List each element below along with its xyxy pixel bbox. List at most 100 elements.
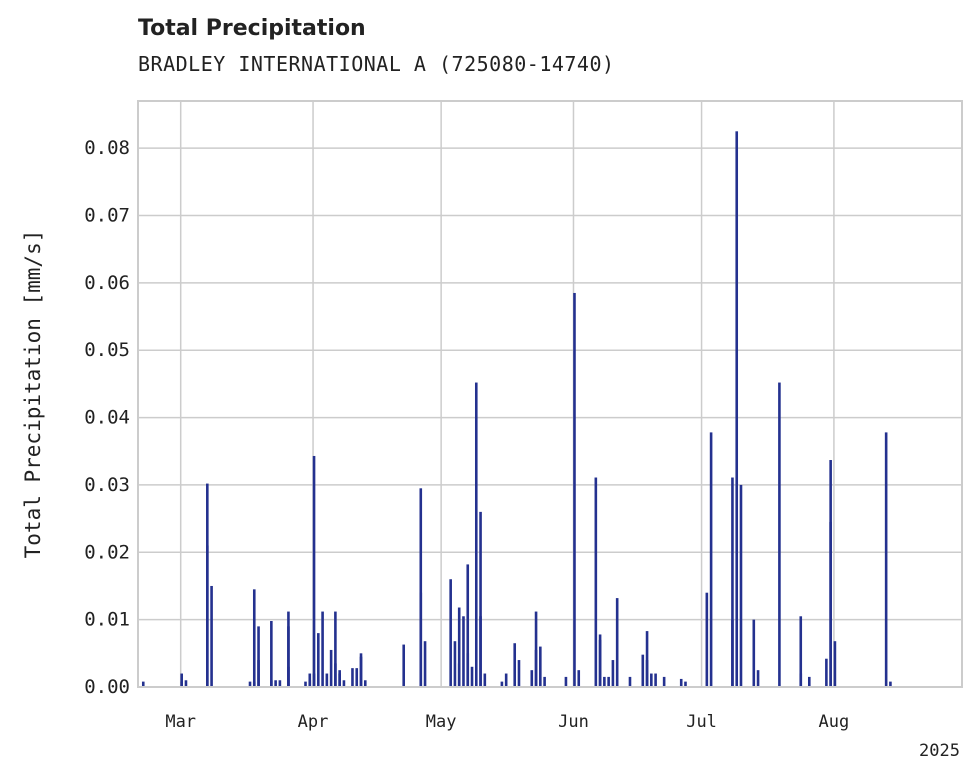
precip-bar <box>739 484 743 687</box>
precip-bar <box>141 681 145 687</box>
precip-bar <box>466 653 470 687</box>
y-axis-ticks: 0.00 0.01 0.02 0.03 0.04 0.05 0.06 0.07 0.08 <box>84 137 130 698</box>
x-tick-label: Apr <box>298 712 329 732</box>
precip-bar <box>829 521 832 687</box>
precip-bar <box>735 131 739 687</box>
precip-bar <box>684 681 687 687</box>
precip-bar <box>453 641 457 687</box>
precip-bar <box>654 673 657 687</box>
y-tick-label: 0.03 <box>84 474 130 496</box>
precip-bar <box>462 616 465 687</box>
precip-bar <box>257 626 260 687</box>
precip-bar <box>808 676 811 687</box>
precip-bar <box>778 382 781 687</box>
precip-bar <box>479 616 482 687</box>
y-tick-label: 0.02 <box>84 541 130 563</box>
precip-bar <box>539 646 542 687</box>
y-tick-label: 0.00 <box>84 676 130 698</box>
precip-bar <box>351 668 354 687</box>
precip-bar <box>662 676 666 687</box>
precip-bar <box>799 673 803 687</box>
precip-bar <box>423 641 427 687</box>
precip-bar <box>752 619 756 687</box>
precip-bar <box>402 644 406 687</box>
precip-bar <box>603 676 606 687</box>
bar-series <box>141 131 892 687</box>
precip-bar <box>329 649 333 687</box>
precip-bar <box>889 681 892 687</box>
precip-bar <box>517 660 521 687</box>
precip-bar <box>363 680 367 687</box>
precip-bar <box>641 654 645 687</box>
precip-bar <box>607 676 610 687</box>
precip-bar <box>543 676 546 687</box>
precip-bar <box>564 676 568 687</box>
plot-frame <box>137 100 963 688</box>
precip-bar <box>650 673 653 687</box>
y-axis-label: Total Precipitation [mm/s] <box>21 230 45 559</box>
precip-bar <box>180 673 183 687</box>
precip-bar <box>705 592 709 687</box>
x-tick-label: Jul <box>686 712 717 732</box>
precip-bar <box>756 670 760 687</box>
precip-bar <box>799 616 803 687</box>
x-axis-ticks: Mar Apr May Jun Jul Aug <box>165 712 849 732</box>
precip-bar <box>530 670 534 687</box>
precip-bar <box>615 598 619 687</box>
precip-bar <box>184 680 188 687</box>
precip-bar <box>359 653 363 687</box>
gridlines <box>138 101 962 688</box>
y-tick-label: 0.04 <box>84 407 130 429</box>
precip-bar <box>287 611 290 687</box>
precip-bar <box>321 611 324 687</box>
precip-bar <box>270 620 273 687</box>
precip-bar <box>304 681 307 687</box>
precip-bar <box>474 382 478 687</box>
y-tick-label: 0.07 <box>84 205 130 227</box>
precip-bar <box>679 678 683 687</box>
precip-bar <box>342 680 346 687</box>
precip-bar <box>731 477 734 687</box>
precip-bar <box>317 633 320 687</box>
precip-bar <box>248 681 252 687</box>
precip-bar <box>312 455 316 687</box>
precip-bar <box>257 660 260 687</box>
precip-bar <box>598 639 602 687</box>
precip-bar <box>206 483 209 687</box>
precip-bar <box>833 641 837 687</box>
y-tick-label: 0.06 <box>84 272 130 294</box>
precip-bar <box>483 673 487 687</box>
precip-bar <box>338 673 341 687</box>
precip-bar <box>334 663 337 687</box>
precip-bar <box>308 680 312 687</box>
precip-bar <box>470 666 474 687</box>
x-tick-label: Jun <box>558 712 589 732</box>
precip-bar <box>252 589 256 687</box>
precip-bar <box>500 681 504 687</box>
precip-bar <box>628 676 632 687</box>
precip-bar <box>466 564 470 687</box>
precip-bar <box>457 607 461 687</box>
precip-bar <box>884 432 888 687</box>
precip-bar <box>278 680 282 687</box>
x-tick-label: Aug <box>819 712 850 732</box>
precip-bar <box>513 643 517 687</box>
precip-bar <box>287 666 290 687</box>
precip-bar <box>210 585 213 687</box>
x-tick-label: May <box>426 712 457 732</box>
precip-bar <box>419 592 423 687</box>
precip-bar <box>449 579 452 687</box>
precip-bar <box>645 631 649 687</box>
precip-bar <box>419 488 423 687</box>
precip-bar <box>274 680 277 687</box>
precip-bar <box>577 670 581 687</box>
precip-bar <box>611 660 615 687</box>
year-label: 2025 <box>919 741 960 761</box>
precip-bar <box>645 660 649 687</box>
y-tick-label: 0.01 <box>84 609 130 631</box>
precip-bar <box>594 477 598 687</box>
chart-subtitle: BRADLEY INTERNATIONAL A (725080-14740) <box>138 52 615 76</box>
y-tick-label: 0.05 <box>84 339 130 361</box>
precip-bar <box>334 611 337 687</box>
